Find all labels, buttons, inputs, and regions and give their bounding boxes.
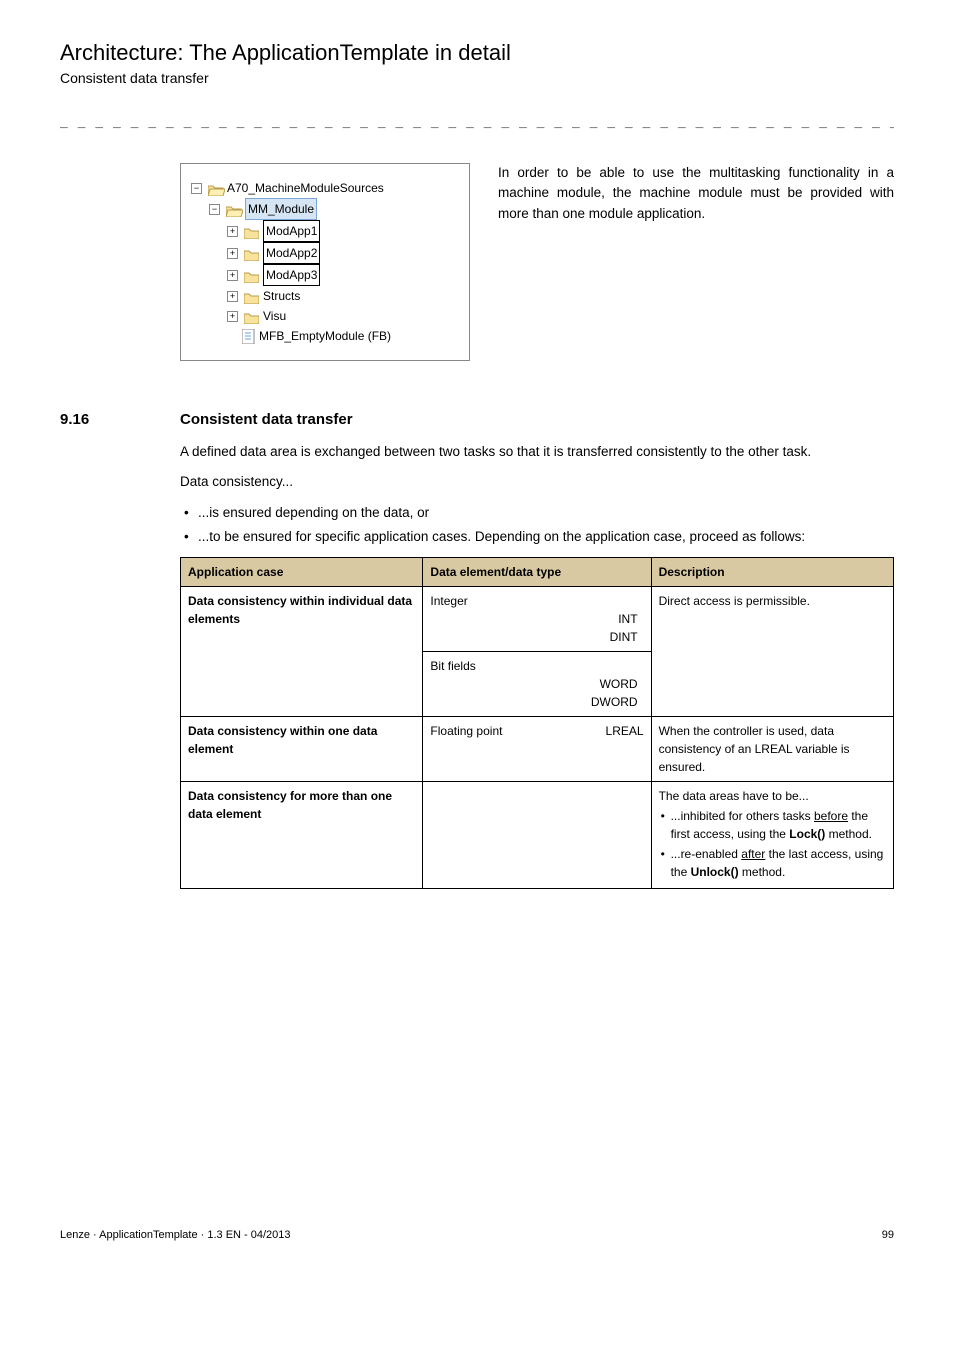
section-title: Consistent data transfer [180, 411, 353, 428]
plus-icon[interactable]: + [227, 311, 238, 322]
folder-icon [244, 247, 259, 259]
table-row: Data consistency within individual data … [181, 587, 894, 652]
bullet-item: ...is ensured depending on the data, or [198, 503, 894, 523]
folder-icon [244, 225, 259, 237]
application-table: Application case Data element/data type … [180, 557, 894, 889]
minus-icon[interactable]: − [191, 183, 202, 194]
tree-label: ModApp3 [263, 264, 320, 286]
plus-icon[interactable]: + [227, 291, 238, 302]
tree-structs[interactable]: + Structs [227, 286, 459, 306]
page-title: Architecture: The ApplicationTemplate in… [60, 40, 894, 66]
table-row: Data consistency for more than one data … [181, 782, 894, 889]
col-header: Data element/data type [423, 558, 651, 587]
tree-module[interactable]: − MM_Module [209, 198, 459, 220]
folder-icon [244, 269, 259, 281]
file-icon [242, 329, 255, 344]
tree-modapp[interactable]: + ModApp2 [227, 242, 459, 264]
folder-icon [244, 290, 259, 302]
tree-label: ModApp1 [263, 220, 320, 242]
folder-icon [244, 310, 259, 322]
plus-icon[interactable]: + [227, 248, 238, 259]
page-subtitle: Consistent data transfer [60, 70, 894, 86]
side-paragraph: In order to be able to use the multitask… [498, 163, 894, 224]
col-header: Application case [181, 558, 423, 587]
tree-label: Visu [263, 306, 286, 326]
tree-panel: − A70_MachineModuleSources − MM_Module +… [180, 163, 470, 361]
plus-icon[interactable]: + [227, 226, 238, 237]
tree-root[interactable]: − A70_MachineModuleSources [191, 178, 459, 198]
footer-left: Lenze · ApplicationTemplate · 1.3 EN - 0… [60, 1229, 291, 1241]
minus-icon[interactable]: − [209, 204, 220, 215]
tree-label-selected: MM_Module [245, 198, 317, 220]
folder-open-icon [226, 203, 241, 215]
tree-label: Structs [263, 286, 300, 306]
plus-icon[interactable]: + [227, 270, 238, 281]
divider: _ _ _ _ _ _ _ _ _ _ _ _ _ _ _ _ _ _ _ _ … [60, 114, 894, 129]
section-number: 9.16 [60, 411, 140, 428]
tree-label: MFB_EmptyModule (FB) [259, 326, 391, 346]
tree-modapp[interactable]: + ModApp1 [227, 220, 459, 242]
folder-open-icon [208, 182, 223, 194]
tree-modapp[interactable]: + ModApp3 [227, 264, 459, 286]
body-para: A defined data area is exchanged between… [180, 442, 894, 462]
tree-visu[interactable]: + Visu [227, 306, 459, 326]
table-row: Data consistency within one data element… [181, 717, 894, 782]
tree-label: A70_MachineModuleSources [227, 178, 384, 198]
col-header: Description [651, 558, 893, 587]
body-para: Data consistency... [180, 472, 894, 492]
page-number: 99 [882, 1229, 894, 1241]
tree-fb[interactable]: MFB_EmptyModule (FB) [227, 326, 459, 346]
tree-label: ModApp2 [263, 242, 320, 264]
bullet-item: ...to be ensured for specific applicatio… [198, 527, 894, 547]
